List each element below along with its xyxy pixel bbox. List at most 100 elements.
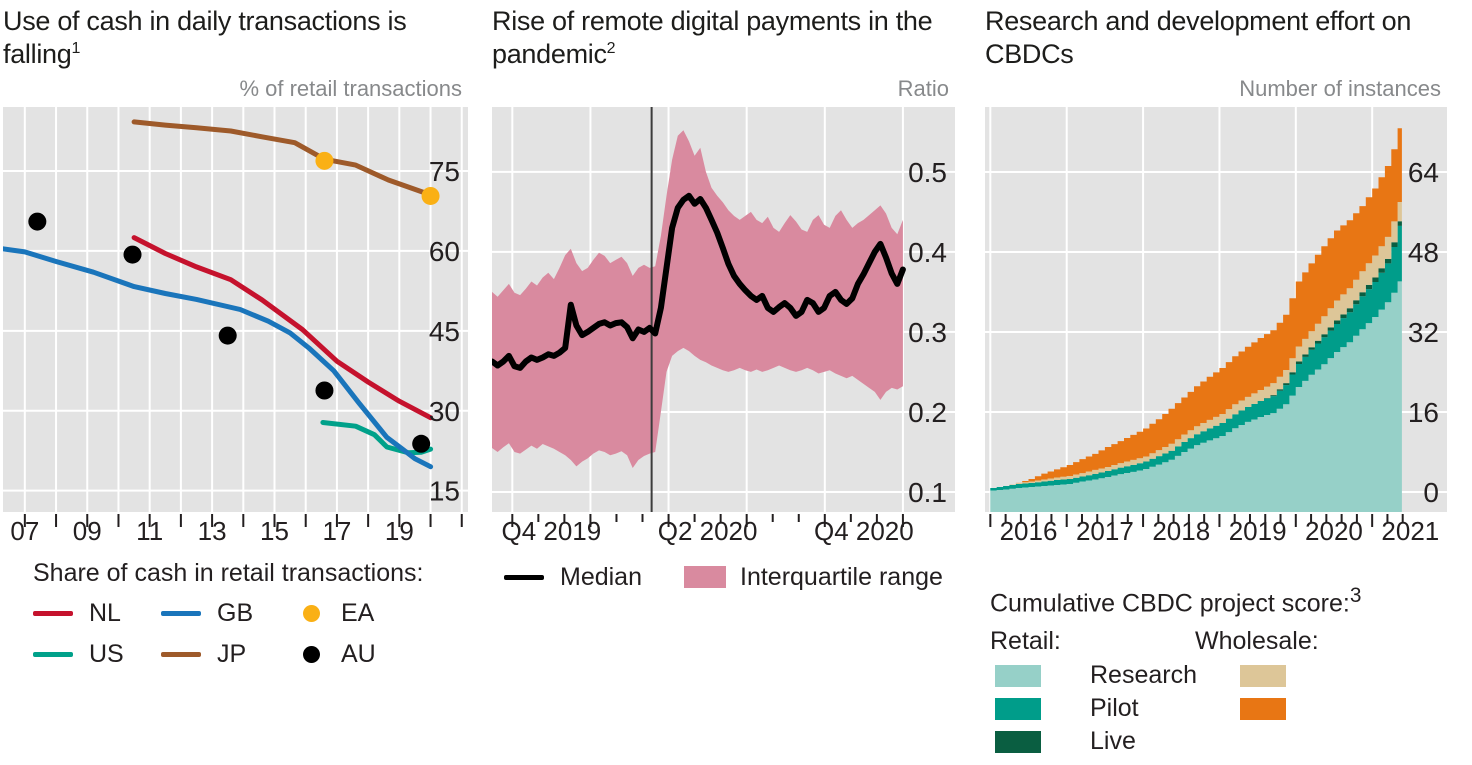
x-axis-label: 2019: [1228, 516, 1287, 546]
y-axis-label: 60: [429, 236, 460, 267]
au-dot-swatch-icon: [303, 646, 320, 663]
y-axis-label: 0.3: [908, 317, 947, 348]
legend-label: Median: [560, 562, 642, 591]
y-axis-unit-label: Number of instances: [1239, 76, 1441, 101]
legend-label: Pilot: [1090, 694, 1139, 723]
cash-use-legend: Share of cash in retail transactions: NL…: [33, 559, 423, 671]
y-axis-label: 15: [429, 476, 460, 507]
legend-column-headers: Retail: Wholesale:: [990, 627, 1446, 661]
gb-line-swatch-icon: [161, 611, 201, 616]
panel-digital-payments: Rise of remote digital payments in the p…: [489, 0, 955, 765]
wholesale-pilot-swatch-icon: [1240, 698, 1286, 721]
retail-pilot-swatch-icon: [995, 698, 1041, 721]
x-axis-label: 11: [136, 516, 164, 546]
x-axis-label: 15: [260, 516, 289, 546]
legend-label: Live: [1090, 727, 1136, 756]
ea-dot-swatch-icon: [303, 605, 320, 622]
digital-payments-x-axis-labels: Q4 2019 Q2 2020 Q4 2020: [492, 516, 955, 552]
x-axis-label: 2020: [1305, 516, 1363, 546]
cash-use-x-axis-labels: 07 09 11 13 15 17 19: [3, 516, 468, 552]
panel-cash-use: Use of cash in daily transactions is fal…: [0, 0, 468, 765]
legend-label: US: [89, 640, 124, 668]
x-axis-label: 2017: [1075, 516, 1134, 546]
legend-row-research: Research: [990, 661, 1446, 694]
legend-title: Share of cash in retail transactions:: [33, 559, 424, 587]
panel-title: Research and development effort on CBDCs: [985, 5, 1447, 71]
x-axis-label: Q4 2020: [813, 516, 914, 546]
x-axis-label: 09: [72, 516, 102, 546]
y-axis-label: 0.5: [908, 157, 947, 188]
x-axis-label: 2018: [1152, 516, 1211, 546]
y-axis-label: 32: [1408, 317, 1439, 348]
cbdc-x-axis-labels: 2016 2017 2018 2019 2020 2021: [985, 516, 1447, 552]
legend-title: Cumulative CBDC project score:3: [990, 584, 1446, 618]
wholesale-research-swatch-icon: [1240, 665, 1286, 688]
x-axis-label: Q2 2020: [657, 516, 758, 546]
legend-item-ea: EA: [295, 597, 423, 630]
y-axis-label: 48: [1408, 237, 1439, 268]
retail-research-swatch-icon: [995, 665, 1041, 688]
x-axis-label: 19: [384, 516, 414, 546]
legend-item-au: AU: [295, 638, 423, 671]
cbdc-chart-svg: 0 16 32 48 64: [985, 107, 1447, 527]
panel-title: Rise of remote digital payments in the p…: [492, 5, 955, 71]
y-axis-unit-label: Ratio: [897, 76, 949, 101]
y-axis-label: 64: [1408, 157, 1439, 188]
y-axis-label: 0: [1423, 477, 1439, 508]
legend-row-pilot: Pilot: [990, 694, 1446, 727]
panel-title-text: Use of cash in daily transactions is fal…: [3, 6, 407, 69]
x-axis-label: 17: [322, 516, 352, 546]
legend-item-gb: GB: [161, 597, 295, 630]
y-axis-label: 0.2: [908, 397, 947, 428]
x-axis-label: 2016: [999, 516, 1058, 546]
legend-item-jp: JP: [161, 638, 295, 671]
panel-title-text: Research and development effort on CBDCs: [985, 6, 1412, 69]
legend-label: Research: [1090, 661, 1197, 690]
cbdc-plot: 0 16 32 48 64: [985, 107, 1447, 530]
y-axis-label: 45: [429, 316, 460, 347]
cbdc-legend: Cumulative CBDC project score:3 Retail: …: [990, 584, 1446, 760]
legend-label: Interquartile range: [740, 562, 943, 591]
legend-label: JP: [217, 640, 247, 668]
digital-payments-plot: 0.1 0.2 0.3 0.4 0.5: [489, 107, 955, 530]
x-axis-label: 13: [197, 516, 227, 546]
x-axis-label: 2021: [1381, 516, 1440, 546]
wholesale-header: Wholesale:: [1195, 627, 1319, 656]
y-axis-label: 16: [1408, 397, 1439, 428]
y-axis-label: 0.1: [908, 477, 947, 508]
y-axis-label: 0.4: [908, 237, 947, 268]
x-axis-label: 07: [10, 516, 40, 546]
cash-use-chart-svg: 15 30 45 60 75: [0, 107, 468, 527]
digital-payments-chart-svg: 0.1 0.2 0.3 0.4 0.5: [489, 107, 955, 527]
retail-header: Retail:: [990, 627, 1061, 656]
panel-title: Use of cash in daily transactions is fal…: [3, 5, 468, 71]
y-axis-unit-label: % of retail transactions: [239, 76, 462, 101]
legend-label: GB: [217, 599, 254, 627]
panel-title-text: Rise of remote digital payments in the p…: [492, 6, 933, 69]
median-line-swatch-icon: [504, 574, 544, 580]
footnote-superscript: 1: [71, 39, 81, 57]
legend-item-us: US: [33, 638, 161, 671]
jp-line-swatch-icon: [161, 652, 201, 657]
retail-live-swatch-icon: [995, 731, 1041, 754]
legend-grid: NL GB EA US JP AU: [33, 597, 423, 671]
legend-label: NL: [89, 599, 121, 627]
legend-item-median: Median: [504, 562, 642, 592]
legend-item-nl: NL: [33, 597, 161, 630]
y-axis-label: 30: [429, 396, 460, 427]
legend-row-live: Live: [990, 727, 1446, 760]
nl-line-swatch-icon: [33, 611, 73, 616]
legend-item-iqr: Interquartile range: [684, 562, 943, 592]
x-axis-label: Q4 2019: [501, 516, 602, 546]
cash-use-plot: 15 30 45 60 75: [0, 107, 468, 530]
legend-label: AU: [341, 640, 376, 668]
legend-title-text: Cumulative CBDC project score:: [990, 589, 1350, 618]
iqr-band-swatch-icon: [684, 566, 726, 588]
y-axis-label: 75: [429, 156, 460, 187]
us-line-swatch-icon: [33, 652, 73, 657]
legend-label: EA: [341, 599, 375, 627]
footnote-superscript: 2: [606, 39, 616, 57]
footnote-superscript: 3: [1349, 584, 1362, 607]
panel-cbdc: Research and development effort on CBDCs…: [985, 0, 1447, 765]
